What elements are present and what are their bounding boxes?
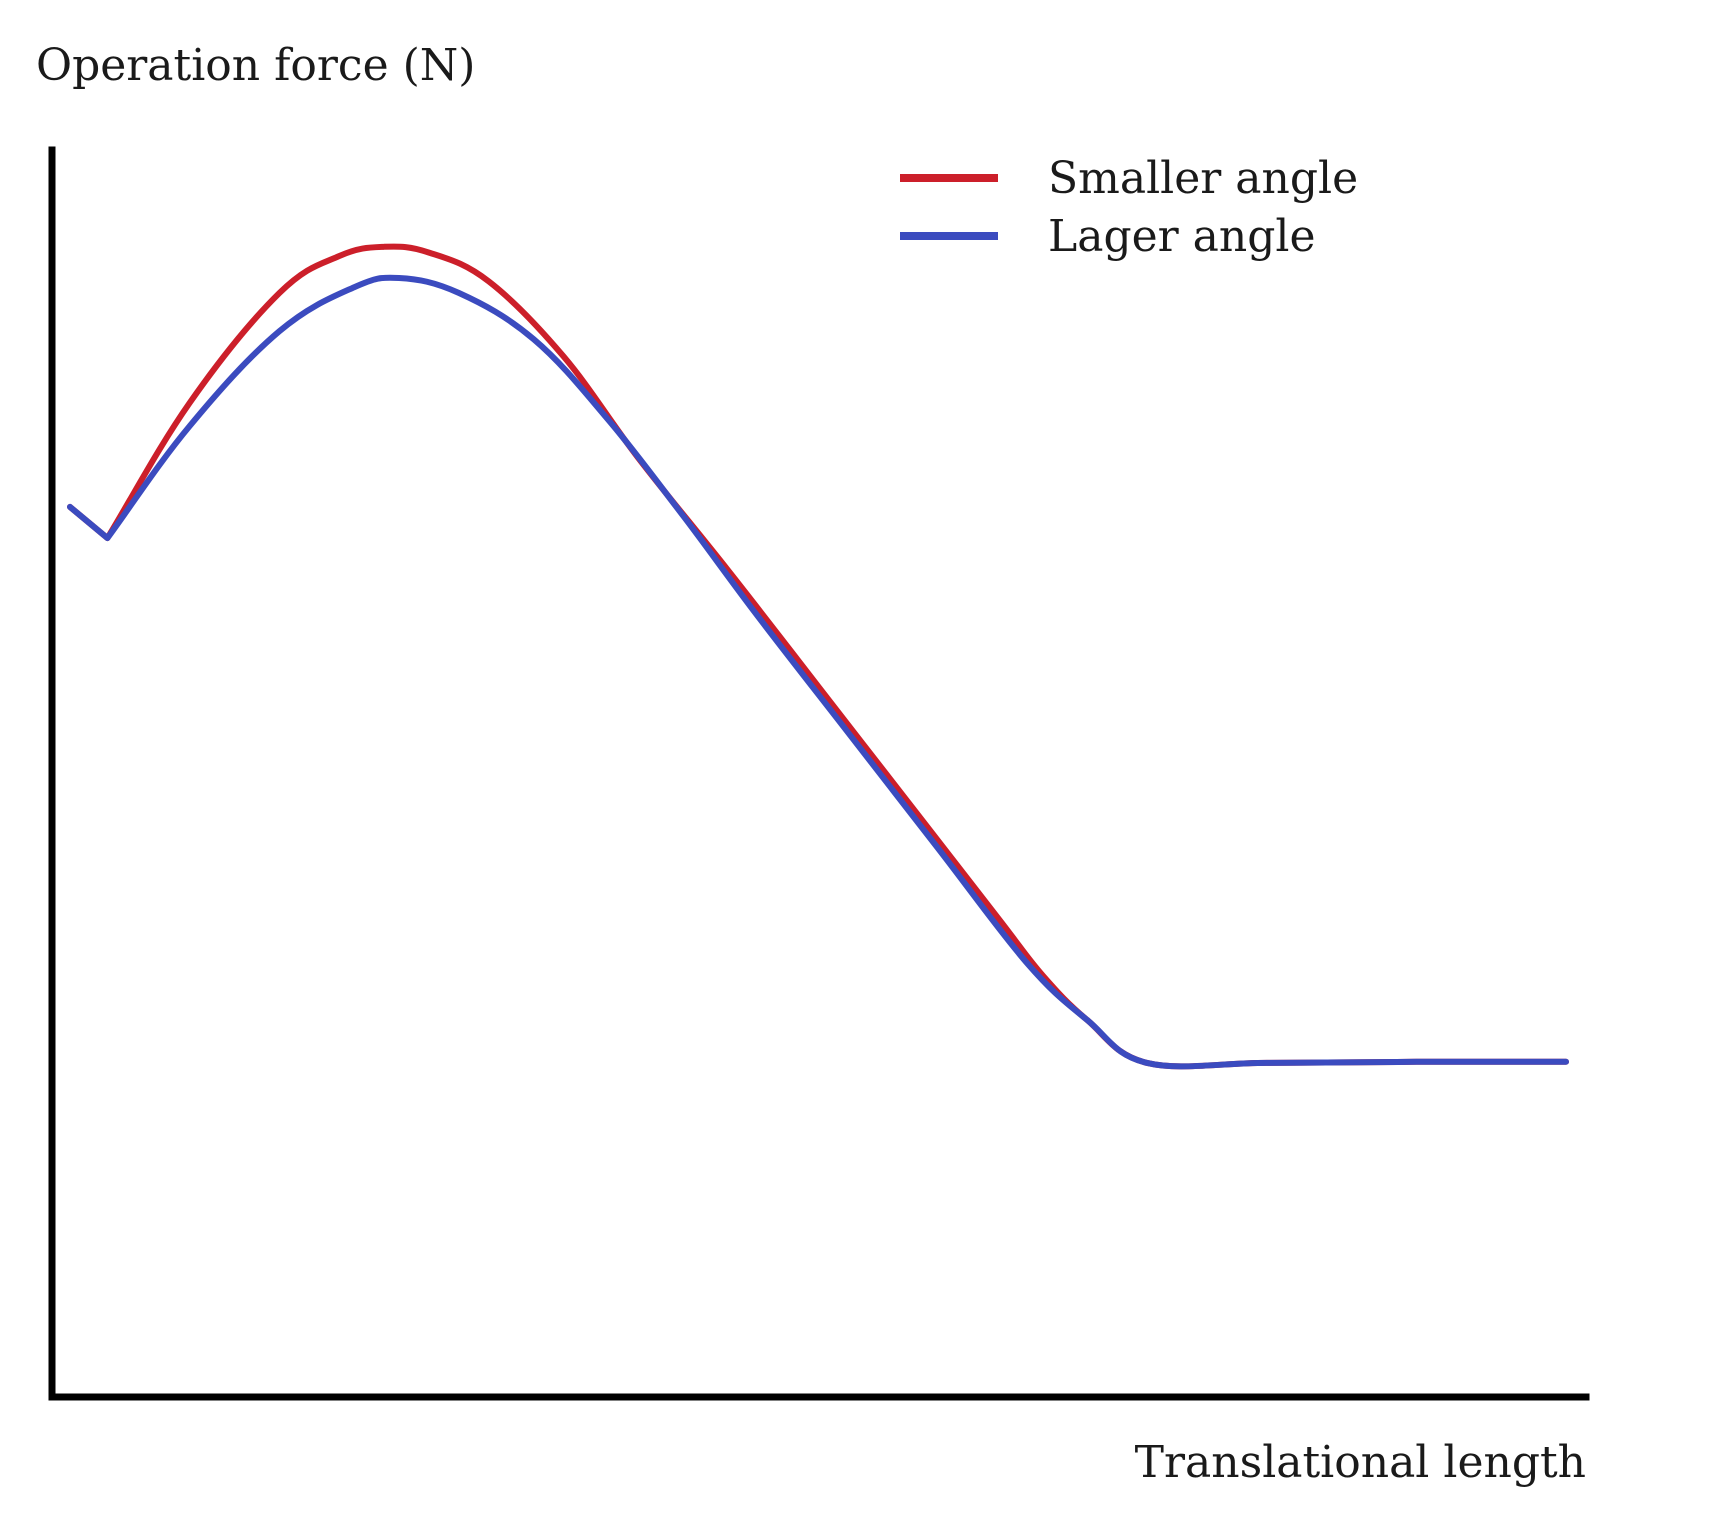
- series-line-lager-angle: [67, 274, 1569, 1070]
- legend-item-smaller-angle: Smaller angle: [900, 153, 1358, 204]
- legend-label-smaller-angle: Smaller angle: [1048, 153, 1358, 204]
- y-axis-label: Operation force (N): [36, 40, 475, 91]
- legend-label-lager-angle: Lager angle: [1048, 211, 1316, 262]
- legend-item-lager-angle: Lager angle: [900, 211, 1316, 262]
- series-line-smaller-angle: [67, 243, 1569, 1070]
- x-axis-label: Translational length: [1135, 1437, 1586, 1488]
- legend: Smaller angle Lager angle: [900, 153, 1358, 262]
- series-layer: [67, 243, 1569, 1070]
